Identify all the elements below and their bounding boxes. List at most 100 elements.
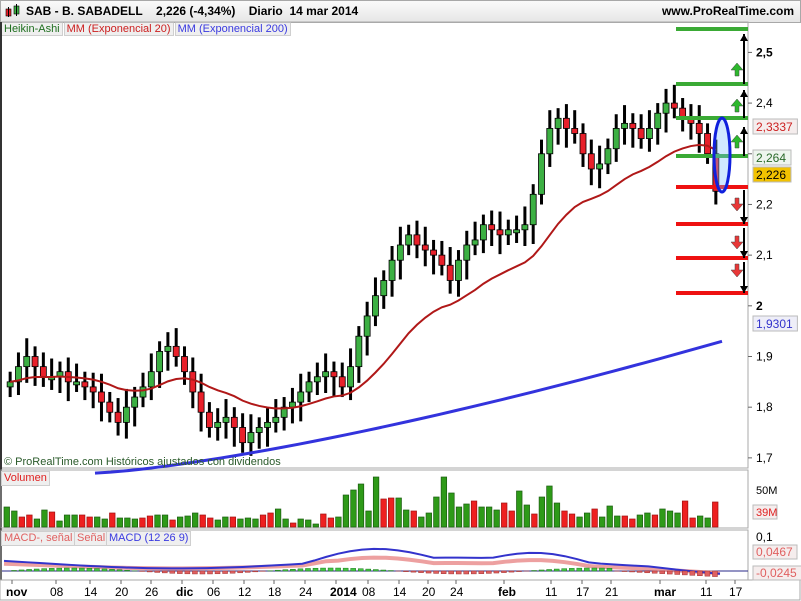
volume-bar	[621, 515, 628, 528]
volume-bar	[674, 512, 681, 528]
volume-bar	[71, 514, 78, 528]
level-line	[676, 222, 748, 226]
level-line	[676, 154, 748, 158]
svg-text:1,7: 1,7	[756, 451, 773, 465]
candle	[272, 416, 280, 423]
candle	[704, 133, 711, 155]
macd-histogram-bar	[712, 570, 718, 577]
price-change: 2,226 (-4,34%)	[156, 4, 236, 18]
svg-text:20: 20	[422, 585, 436, 599]
highlight-ellipse	[712, 116, 732, 194]
candle	[670, 102, 678, 109]
macd-label[interactable]: MACD (12 26 9)	[106, 531, 192, 546]
volume-bar	[433, 496, 440, 528]
candle	[504, 229, 512, 236]
level-line	[676, 82, 748, 86]
svg-text:24: 24	[299, 585, 313, 599]
macd-histogram-bar	[591, 567, 598, 572]
svg-text:0,1: 0,1	[756, 530, 773, 544]
candle	[587, 153, 595, 170]
volume-bar	[659, 508, 666, 528]
candle	[297, 391, 305, 403]
site-link[interactable]: www.ProRealTime.com	[661, 4, 794, 18]
volume-bar	[681, 500, 689, 528]
macd-histogram-bar	[222, 570, 228, 574]
macd-hist-label[interactable]: MACD-, señal	[1, 531, 76, 546]
candle	[222, 416, 230, 423]
volume-bar	[154, 514, 161, 528]
candle	[172, 345, 180, 357]
candle	[563, 117, 570, 129]
svg-text:39M: 39M	[756, 507, 777, 519]
macd-histogram-bar	[101, 568, 108, 572]
candle	[446, 264, 454, 281]
volume-bar	[18, 516, 25, 528]
svg-text:dic: dic	[176, 585, 194, 599]
volume-bar	[237, 518, 244, 528]
legend-heikin-ashi[interactable]: Heikin-Ashi	[1, 22, 63, 36]
candle	[122, 406, 130, 423]
level-line	[676, 116, 748, 120]
macd-histogram-bar	[252, 570, 258, 573]
svg-text:2,1: 2,1	[756, 248, 773, 262]
volume-bar	[591, 508, 598, 528]
macd-histogram-bar	[177, 570, 183, 574]
volume-bar	[124, 517, 131, 528]
macd-histogram-bar	[56, 567, 63, 572]
volume-bar	[274, 508, 282, 528]
volume-bar	[63, 514, 71, 528]
volume-bar	[508, 510, 515, 528]
volume-bar	[101, 518, 108, 528]
legend-ema200[interactable]: MM (Exponencial 200)	[174, 22, 291, 36]
candle	[695, 122, 703, 134]
candle	[114, 411, 122, 423]
candle	[89, 386, 97, 393]
macd-histogram-bar	[659, 570, 665, 574]
macd-histogram-bar	[455, 570, 462, 575]
macd-histogram-bar	[373, 569, 379, 572]
macd-histogram-bar	[410, 570, 417, 573]
candle	[156, 351, 163, 373]
svg-text:nov: nov	[6, 585, 28, 599]
volume-bar	[11, 510, 18, 528]
volume-label[interactable]: Volumen	[1, 471, 50, 486]
svg-text:2,5: 2,5	[756, 45, 773, 59]
macd-histogram-bar	[636, 570, 643, 573]
volume-bar	[365, 510, 372, 528]
up-arrow-icon	[730, 62, 744, 77]
volume-bar	[342, 494, 350, 528]
macd-histogram-bar	[576, 567, 583, 572]
svg-text:2,264: 2,264	[756, 151, 786, 165]
svg-text:11: 11	[545, 585, 558, 599]
candle	[521, 224, 529, 231]
macd-histogram-bar	[116, 569, 123, 572]
macd-histogram-bar	[365, 568, 372, 572]
macd-signal-label[interactable]: Señal	[74, 531, 109, 546]
volume-bar	[146, 515, 154, 528]
macd-histogram-bar	[199, 570, 206, 575]
candle	[372, 295, 379, 317]
candle	[355, 335, 363, 368]
candle	[438, 254, 446, 266]
svg-text:06: 06	[207, 585, 221, 599]
volume-bar	[486, 506, 493, 528]
volume-bar	[33, 518, 41, 528]
candle	[496, 229, 504, 236]
candle	[513, 229, 520, 234]
volume-bar	[131, 518, 139, 528]
candle	[139, 386, 147, 398]
volume-bar	[666, 510, 674, 528]
svg-text:11: 11	[700, 585, 713, 599]
volume-bar	[689, 517, 696, 528]
down-arrow-icon	[730, 235, 744, 250]
volume-bar	[561, 510, 568, 528]
macd-histogram-bar	[380, 569, 387, 572]
macd-histogram-bar	[508, 570, 515, 573]
candle	[247, 432, 255, 444]
date: 14 mar 2014	[289, 4, 359, 18]
candle	[646, 128, 653, 139]
macd-histogram-bar	[546, 569, 552, 572]
volume-bar	[463, 503, 470, 528]
macd-histogram-bar	[312, 567, 319, 572]
